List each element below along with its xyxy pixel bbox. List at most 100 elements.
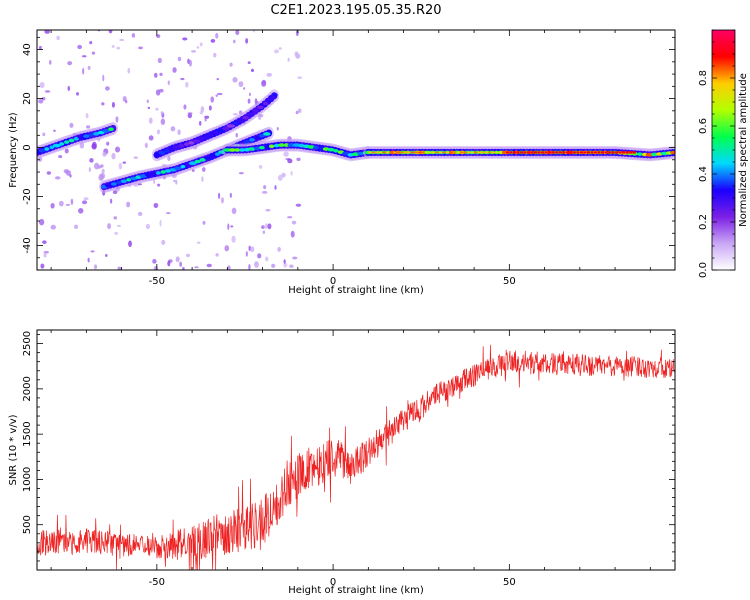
spectrogram-speck: [43, 250, 50, 254]
spectrogram-core: [194, 159, 201, 164]
spectrogram-speck: [206, 263, 212, 268]
spectrogram-speck: [81, 55, 87, 58]
spectrogram-speck: [145, 223, 151, 230]
spectrogram-speck: [100, 164, 104, 168]
spectrogram-speck: [276, 126, 279, 131]
y-tick-label: 2500: [22, 331, 33, 356]
spectrogram-peak: [509, 151, 513, 154]
spectrogram-speck: [232, 39, 236, 44]
spectrogram-peak: [526, 151, 531, 154]
spectrogram-speck: [294, 51, 299, 57]
spectrogram-speck: [159, 72, 163, 76]
spectrogram-speck: [245, 251, 248, 257]
colorbar-ticks: 0.0 0.2 0.4 0.6 0.8: [698, 29, 735, 278]
spectrogram-speck: [137, 183, 142, 186]
spectrogram-speck: [247, 61, 251, 65]
spectrogram-speck: [215, 94, 218, 98]
spectrogram-peak: [403, 151, 407, 154]
spectrogram-speck: [155, 89, 161, 96]
spectrogram-speck: [58, 155, 63, 159]
spectrogram-core: [188, 141, 195, 145]
spectrogram-peak: [618, 151, 622, 154]
spectrogram-speck: [41, 97, 46, 101]
spectrogram-speck: [290, 171, 293, 176]
spectrogram-speck: [69, 122, 74, 128]
spectrogram-ticks: -50 0 50 -40 -20 0 20 40: [22, 30, 675, 287]
spectrogram-speck: [152, 258, 157, 264]
spectrogram-core: [169, 146, 174, 151]
spectrogram-peak: [565, 151, 569, 154]
spectrogram-speck: [167, 260, 171, 267]
spectrogram-peak: [548, 151, 552, 154]
spectrogram-peak: [572, 151, 576, 154]
spectrogram-core: [44, 147, 50, 151]
spectrogram-peak: [431, 151, 435, 154]
spectrogram-core: [253, 109, 258, 113]
spectrogram-speck: [87, 257, 90, 263]
spectrogram-speck: [290, 230, 295, 238]
spectrogram-core: [234, 148, 241, 152]
spectrogram-peak: [555, 151, 559, 154]
spectrogram-speck: [204, 118, 207, 122]
spectrogram-speck: [90, 250, 95, 253]
spectrogram-speck: [248, 92, 251, 97]
spectrogram-speck: [183, 104, 187, 110]
spectrogram-speck: [138, 46, 143, 50]
colorbar-tick-label: 0.6: [698, 118, 709, 134]
spectrogram-speck: [144, 142, 148, 149]
spectrogram-speck: [248, 263, 251, 270]
spectrogram-speck: [283, 151, 289, 157]
spectrogram-peak: [576, 151, 580, 154]
spectrogram-speck: [127, 67, 131, 74]
spectrogram-speck: [137, 211, 143, 216]
y-tick-label: -40: [22, 237, 33, 253]
spectrogram-speck: [107, 223, 111, 230]
spectrogram-core: [180, 164, 186, 169]
spectrogram-speck: [124, 99, 128, 104]
spectrogram-speck: [295, 30, 299, 37]
spectrogram-peak: [537, 151, 541, 154]
spectrogram-speck: [157, 57, 162, 64]
spectrogram-speck: [250, 68, 255, 73]
spectrogram-speck: [53, 129, 56, 132]
spectrogram-speck: [39, 82, 45, 89]
spectrogram-speck: [157, 183, 161, 187]
spectrogram-peak: [449, 151, 453, 154]
snr-frame: [36, 329, 676, 571]
spectrogram-peak: [562, 151, 566, 154]
spectrogram-speck: [232, 113, 238, 116]
spectrogram-speck: [54, 176, 61, 180]
spectrogram-core: [183, 142, 190, 147]
spectrogram-peak: [396, 151, 400, 154]
spectrogram-core: [108, 127, 114, 131]
spectrogram-speck: [114, 231, 118, 235]
spectrogram-speck: [49, 60, 52, 65]
spectrogram-speck: [170, 126, 176, 132]
spectrogram-peak: [414, 151, 418, 154]
spectrogram-core: [130, 176, 138, 181]
spectrogram-speck: [148, 135, 154, 141]
spectrogram-speck: [172, 67, 177, 73]
spectrogram-peak: [519, 151, 524, 154]
spectrogram-speck: [177, 129, 181, 136]
spectrogram-speck: [180, 77, 185, 81]
spectrogram-core: [116, 180, 122, 185]
spectrogram-peak: [632, 151, 636, 154]
spectrogram-speck: [267, 223, 272, 230]
x-tick-label: 50: [503, 577, 516, 588]
spectrogram-speck: [131, 33, 136, 38]
spectrogram-peak: [516, 151, 520, 154]
spectrogram-core: [253, 146, 260, 151]
spectrogram-core: [318, 146, 324, 151]
spectrogram-speck: [50, 202, 55, 209]
spectrogram-core: [222, 126, 230, 131]
snr-series-line: [37, 344, 675, 570]
spectrogram-speck: [266, 72, 273, 77]
spectrogram-peak: [385, 151, 390, 154]
spectrogram-speck: [106, 141, 110, 146]
spectrogram-speck: [238, 172, 244, 175]
spectrogram-peak: [424, 151, 428, 154]
spectrogram-speck: [88, 167, 91, 172]
spectrogram-core: [267, 97, 274, 101]
spectrogram-core: [292, 143, 301, 147]
